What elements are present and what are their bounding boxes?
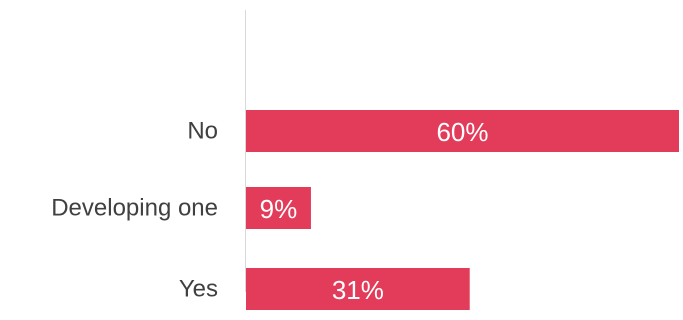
bar-no (246, 110, 679, 152)
category-label: Yes (179, 276, 218, 303)
category-label: Developing one (51, 195, 218, 222)
bar-yes (246, 268, 470, 310)
category-label: No (187, 118, 218, 145)
data-label: 60% (436, 117, 488, 147)
data-label: 31% (332, 275, 384, 305)
data-label: 9% (260, 194, 298, 224)
bar-developing-one (246, 187, 311, 229)
bars-group: No 60% Developing one 9% Yes 31% (51, 110, 679, 310)
